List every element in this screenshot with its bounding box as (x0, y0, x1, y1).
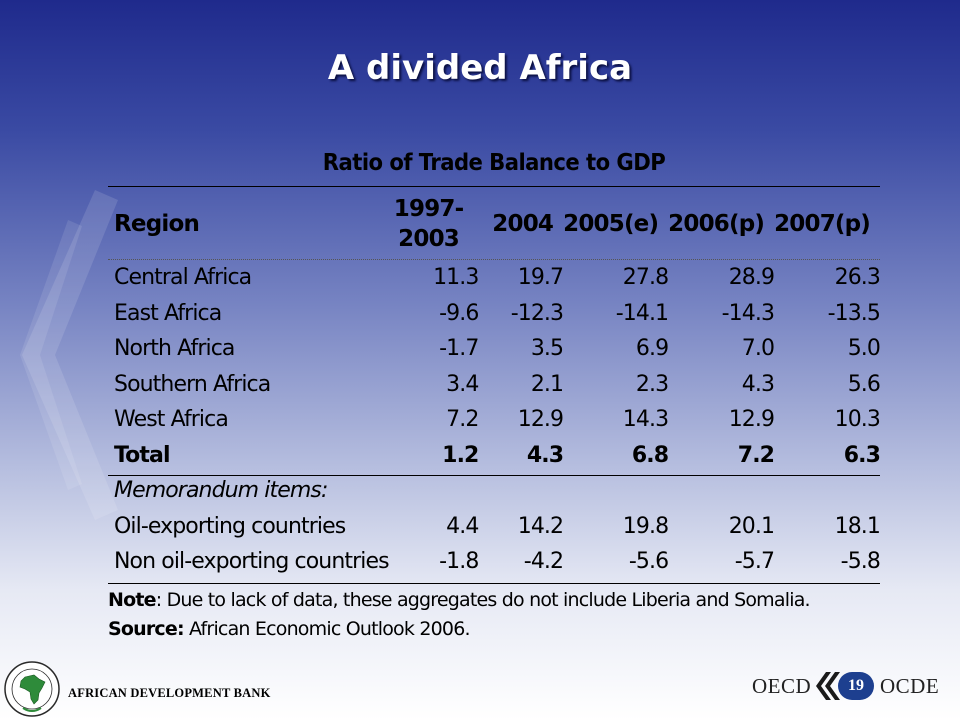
cell-value: 19.8 (622, 513, 669, 539)
header-year-2005: 2005(e) (563, 211, 659, 237)
row-region: West Africa (114, 407, 229, 433)
memo-label-row: Memorandum items: (108, 473, 880, 509)
table-source: Source: African Economic Outlook 2006. (108, 618, 471, 640)
source-text: African Economic Outlook 2006. (183, 618, 471, 640)
cell-value: 1.2 (442, 442, 479, 468)
cell-value: 7.2 (737, 442, 775, 468)
afdb-name: AFRICAN DEVELOPMENT BANK (68, 686, 271, 700)
ocde-label: OCDE (880, 674, 940, 698)
cell-value: 12.9 (517, 407, 564, 433)
cell-value: 2.1 (530, 371, 564, 397)
cell-value: 2.3 (635, 371, 669, 397)
row-region: Southern Africa (114, 371, 271, 397)
cell-value: -5.7 (734, 549, 775, 575)
cell-value: 4.4 (446, 513, 479, 539)
cell-value: 6.3 (843, 442, 881, 468)
cell-value: -14.3 (721, 300, 775, 326)
note-text: : Due to lack of data, these aggregates … (155, 589, 811, 611)
cell-value: 3.4 (446, 371, 479, 397)
cell-value: 12.9 (728, 407, 775, 433)
header-year-line2: 2003 (398, 226, 460, 252)
table-row: Non oil-exporting countries -1.8 -4.2 -5… (108, 544, 881, 580)
cell-value: -9.6 (439, 300, 479, 326)
cell-value: 6.8 (631, 442, 669, 468)
header-region: Region (114, 211, 200, 237)
cell-value: 6.9 (635, 336, 669, 362)
cell-value: 28.9 (728, 265, 775, 291)
trade-balance-table: Region 1997- 2003 2004 2005(e) 2006(p) 2… (108, 188, 881, 580)
cell-value: -5.6 (628, 549, 669, 575)
header-year-2004: 2004 (492, 211, 554, 237)
table-row: Central Africa 11.3 19.7 27.8 28.9 26.3 (108, 260, 881, 296)
table-bottom-rule (108, 583, 880, 584)
table-row: North Africa -1.7 3.5 6.9 7.0 5.0 (108, 331, 881, 367)
table-row: West Africa 7.2 12.9 14.3 12.9 10.3 (108, 402, 881, 438)
cell-value: -14.1 (615, 300, 669, 326)
cell-value: 4.3 (741, 371, 775, 397)
cell-value: 14.3 (622, 407, 669, 433)
table-title: Ratio of Trade Balance to GDP (322, 150, 666, 176)
row-region: Total (114, 442, 171, 468)
cell-value: 3.5 (530, 336, 564, 362)
cell-value: 18.1 (834, 513, 881, 539)
header-rule (108, 259, 880, 260)
cell-value: 5.6 (847, 371, 881, 397)
row-region: East Africa (114, 300, 222, 326)
cell-value: 26.3 (834, 265, 881, 291)
row-region: North Africa (114, 336, 235, 362)
cell-value: 7.2 (446, 407, 479, 433)
table-top-rule (108, 186, 880, 187)
cell-value: -5.8 (840, 549, 881, 575)
source-label: Source: (108, 618, 185, 640)
cell-value: -13.5 (827, 300, 881, 326)
afdb-logo-icon (4, 661, 60, 717)
table-row: Southern Africa 3.4 2.1 2.3 4.3 5.6 (108, 367, 881, 403)
cell-value: -12.3 (510, 300, 564, 326)
table-row-total: Total 1.2 4.3 6.8 7.2 6.3 (108, 438, 881, 474)
header-year-2007: 2007(p) (774, 211, 871, 237)
row-region: Central Africa (114, 265, 252, 291)
slide-title: A divided Africa (327, 48, 633, 88)
oecd-label: OECD (752, 674, 812, 698)
row-region: Non oil-exporting countries (114, 549, 390, 575)
row-region: Oil-exporting countries (114, 513, 346, 539)
cell-value: -1.8 (439, 549, 479, 575)
cell-value: 5.0 (847, 336, 881, 362)
header-year-1997-2003: 1997- 2003 (389, 188, 479, 260)
cell-value: 27.8 (622, 265, 669, 291)
background-chevron-icon (20, 190, 118, 520)
total-rule (108, 475, 880, 476)
cell-value: 19.7 (517, 265, 564, 291)
table-note: Note: Due to lack of data, these aggrega… (108, 589, 811, 611)
table-header-row: Region 1997- 2003 2004 2005(e) 2006(p) 2… (108, 188, 880, 260)
oecd-chevron-icon (816, 672, 840, 700)
cell-value: 14.2 (517, 513, 564, 539)
cell-value: 20.1 (728, 513, 775, 539)
cell-value: 11.3 (433, 265, 479, 291)
header-year-2006: 2006(p) (668, 211, 765, 237)
cell-value: 10.3 (834, 407, 881, 433)
cell-value: 7.0 (741, 336, 775, 362)
cell-value: -1.7 (439, 336, 479, 362)
table-row: Oil-exporting countries 4.4 14.2 19.8 20… (108, 509, 881, 545)
cell-value: 4.3 (526, 442, 564, 468)
note-label: Note (108, 589, 157, 611)
page-number-badge: 19 (838, 672, 874, 700)
memo-label: Memorandum items: (114, 478, 328, 504)
cell-value: -4.2 (523, 549, 564, 575)
table-row: East Africa -9.6 -12.3 -14.1 -14.3 -13.5 (108, 296, 881, 332)
header-year-line1: 1997- (393, 196, 464, 222)
